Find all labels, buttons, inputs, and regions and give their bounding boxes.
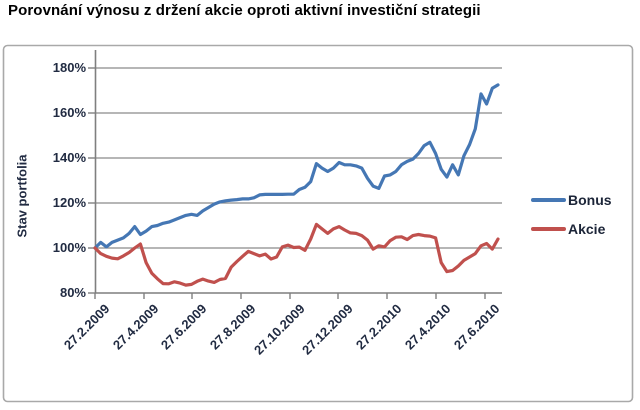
legend-swatch-bonus: [531, 198, 566, 202]
gridlines: [95, 67, 502, 249]
y-tick-label: 80%: [59, 285, 86, 300]
chart-title: Porovnání výnosu z držení akcie oproti a…: [8, 2, 481, 19]
series-line-akcie: [93, 222, 500, 287]
legend-item-akcie: Akcie: [531, 221, 605, 237]
y-tick-label: 120%: [52, 195, 86, 210]
series-line-bonus: [93, 83, 500, 250]
chart-border: [2, 44, 634, 403]
y-tick-label: 100%: [52, 240, 86, 255]
x-tick-marks: [94, 293, 486, 299]
y-axis-title: Stav portfolia: [14, 154, 30, 238]
y-tick-label: 160%: [52, 105, 86, 120]
legend-label-bonus: Bonus: [568, 192, 612, 208]
y-tick-label: 140%: [52, 150, 86, 165]
legend-item-bonus: Bonus: [531, 192, 612, 208]
axes: [94, 50, 502, 294]
legend-swatch-akcie: [531, 227, 566, 231]
y-tick-label: 180%: [52, 60, 86, 75]
legend-label-akcie: Akcie: [568, 221, 606, 237]
